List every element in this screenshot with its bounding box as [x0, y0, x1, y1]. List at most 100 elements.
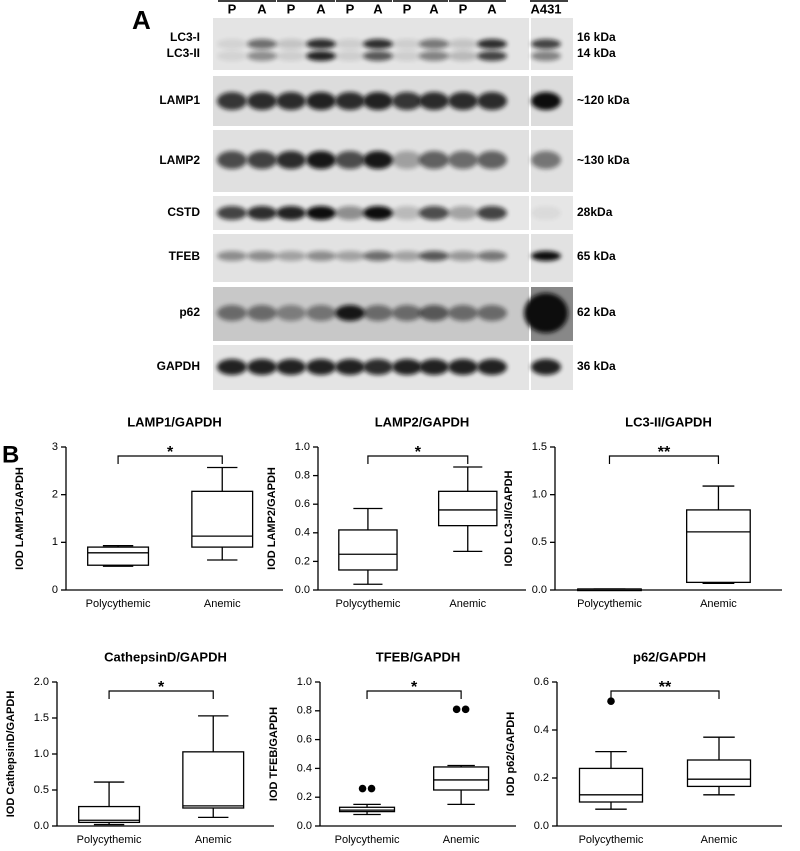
y-tick-label: 0.6 [297, 734, 312, 746]
size-label: ~130 kDa [577, 153, 630, 167]
y-axis-label: IOD LAMP2/GAPDH [266, 467, 278, 570]
blot-band [247, 51, 277, 61]
chart-title: LAMP1/GAPDH [127, 414, 222, 429]
significance-bracket [366, 690, 462, 699]
x-tick-label: Polycythemic [335, 834, 400, 846]
blot-band [276, 305, 306, 321]
box [433, 766, 490, 791]
chart-title: TFEB/GAPDH [376, 649, 461, 664]
protein-label: CSTD [167, 205, 200, 219]
x-tick-label: Polycythemic [86, 598, 151, 610]
chart-title: CathepsinD/GAPDH [104, 649, 227, 664]
blot-band [419, 359, 449, 375]
lane-label: P [459, 1, 468, 16]
blot-band [524, 293, 568, 333]
y-tick-label: 2.0 [34, 676, 49, 688]
protein-label: LAMP2 [159, 153, 200, 167]
blot-band [276, 206, 306, 220]
y-tick-label: 0.8 [297, 705, 312, 717]
y-tick-label: 1 [52, 536, 58, 548]
blot-band [419, 51, 449, 61]
significance: * [411, 679, 418, 696]
y-tick-label: 1.0 [34, 748, 49, 760]
box [182, 751, 245, 809]
blot-band [276, 39, 306, 49]
blot-band [363, 92, 393, 110]
blot-band [392, 251, 422, 261]
lane-label: P [228, 1, 237, 16]
x-tick-label: Anemic [195, 834, 232, 846]
y-tick-label: 0.2 [297, 791, 312, 803]
blot-band [419, 92, 449, 110]
y-tick-label: 0.4 [297, 762, 312, 774]
y-tick-label: 0.5 [532, 536, 547, 548]
lane-label: P [403, 1, 412, 16]
blot-band [448, 305, 478, 321]
blot-band [419, 305, 449, 321]
protein-label: p62 [179, 305, 200, 319]
significance: * [167, 444, 174, 461]
y-tick-label: 1.0 [297, 676, 312, 688]
blot-band [276, 359, 306, 375]
x-tick-label: Polycythemic [579, 834, 644, 846]
blot-band [392, 151, 422, 169]
x-tick-label: Anemic [700, 598, 737, 610]
lane-label: A [487, 1, 497, 16]
blot-band [448, 92, 478, 110]
blot-band [217, 359, 247, 375]
blot-band [477, 206, 507, 220]
blot-band [392, 39, 422, 49]
blot-band [306, 206, 336, 220]
size-label: 28kDa [577, 205, 613, 219]
blot-band [306, 151, 336, 169]
outlier [461, 705, 470, 714]
blot-band [306, 92, 336, 110]
blot-band [448, 251, 478, 261]
lane-label: A [257, 1, 267, 16]
blot-band [531, 151, 561, 169]
blot-band [247, 251, 277, 261]
panel-label: B [2, 441, 19, 468]
blot-band [335, 39, 365, 49]
blot-band [276, 151, 306, 169]
blot-band [531, 51, 561, 61]
blot-band [531, 39, 561, 49]
x-tick-label: Anemic [204, 598, 241, 610]
y-axis-label: IOD p62/GAPDH [505, 712, 517, 796]
blot-band [419, 39, 449, 49]
y-tick-label: 0.6 [534, 676, 549, 688]
blot-band [419, 251, 449, 261]
blot-band [419, 206, 449, 220]
blot-band [276, 51, 306, 61]
blot-band [531, 92, 561, 110]
blot-band [392, 51, 422, 61]
blot-band [419, 151, 449, 169]
blot-band [306, 39, 336, 49]
x-tick-label: Polycythemic [336, 598, 401, 610]
x-tick-label: Polycythemic [577, 598, 642, 610]
blot-band [247, 305, 277, 321]
blot-band [363, 359, 393, 375]
blot-band [448, 151, 478, 169]
y-axis-label: IOD LAMP1/GAPDH [14, 467, 26, 570]
size-label: 16 kDa [577, 30, 616, 44]
blot-band [448, 51, 478, 61]
box [578, 767, 644, 803]
blot-band [477, 151, 507, 169]
blot-band [477, 251, 507, 261]
y-tick-label: 1.0 [295, 441, 310, 453]
box [87, 546, 150, 566]
outlier [607, 697, 615, 705]
blot-band [477, 305, 507, 321]
size-label: 36 kDa [577, 359, 616, 373]
size-label: 14 kDa [577, 46, 616, 60]
blot-band [247, 206, 277, 220]
blot-band [217, 305, 247, 321]
y-tick-label: 0.0 [534, 820, 549, 832]
y-axis-label: IOD TFEB/GAPDH [268, 707, 280, 801]
y-tick-label: 0.2 [534, 772, 549, 784]
blot-band [363, 206, 393, 220]
y-tick-label: 0.0 [295, 584, 310, 596]
y-tick-label: 1.5 [532, 441, 547, 453]
blot-band [217, 206, 247, 220]
